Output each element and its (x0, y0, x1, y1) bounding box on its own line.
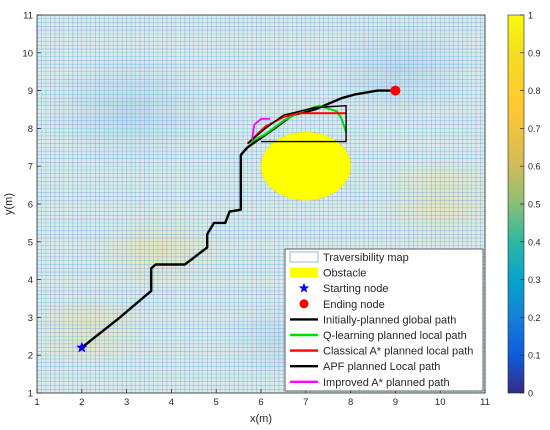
y-tick-label: 10 (22, 48, 33, 59)
colorbar-ticks: 0 0.1 0.2 0.3 0.4 0.5 0.6 0.7 0.8 0.9 1 (520, 11, 541, 399)
legend-label: Obstacle (323, 268, 366, 280)
obstacle-ellipse (260, 131, 351, 201)
colorbar-tick-label: 0.5 (528, 200, 541, 210)
legend-swatch-traversibility (289, 251, 319, 263)
colorbar-tick-label: 0.1 (528, 351, 541, 361)
x-tick-label: 4 (169, 397, 174, 408)
y-tick-label: 3 (28, 313, 33, 324)
x-tick-label: 9 (393, 397, 398, 408)
legend-label: Starting node (323, 283, 388, 295)
colorbar-tick-label: 0.8 (528, 86, 541, 96)
legend-label: APF planned Local path (323, 361, 440, 373)
legend-label: Traversibility map (323, 252, 409, 264)
x-tick-label: 2 (79, 397, 84, 408)
x-tick-label: 11 (480, 397, 490, 408)
ending-node-dot (390, 85, 401, 96)
y-axis-label: y(m) (3, 193, 15, 215)
colorbar-tick-label: 0.6 (528, 162, 541, 172)
starting-node-star (76, 341, 88, 353)
colorbar-tick-label: 0.2 (528, 313, 541, 323)
legend: Traversibility map Obstacle Starting node E… (284, 248, 484, 392)
x-tick-label: 3 (124, 397, 129, 408)
y-tick-label: 5 (28, 237, 33, 248)
x-tick-label: 1 (34, 397, 39, 408)
y-tick-label: 1 (28, 389, 33, 400)
x-axis-label: x(m) (250, 413, 272, 425)
y-tick-label: 8 (28, 124, 33, 135)
x-tick-label: 10 (435, 397, 446, 408)
legend-star-marker (298, 282, 310, 293)
colorbar-tick-label: 0 (528, 389, 533, 399)
legend-label: Improved A* planned path (323, 377, 450, 389)
x-tick-label: 5 (214, 397, 219, 408)
x-tick-label: 7 (303, 397, 308, 408)
legend-label: Classical A* planned local path (323, 346, 473, 358)
y-tick-label: 6 (28, 200, 33, 211)
series-line-3 (246, 112, 347, 145)
y-tick-label: 9 (28, 86, 33, 97)
colorbar-tick-label: 0.4 (528, 237, 541, 247)
legend-label: Q-learning planned local path (323, 330, 467, 342)
y-tick-label: 11 (23, 11, 33, 22)
colorbar-tick-label: 1 (528, 11, 533, 21)
y-tick-label: 7 (28, 162, 33, 173)
x-axis-ticks: 1 2 3 4 5 6 7 8 9 10 11 (34, 389, 490, 408)
legend-swatch-obstacle (290, 267, 318, 278)
y-axis-ticks: 1 2 3 4 5 6 7 8 9 10 11 (22, 11, 41, 400)
legend-label: Ending node (323, 299, 385, 311)
colorbar-tick-label: 0.3 (528, 275, 541, 285)
series-line-1 (81, 89, 396, 349)
y-tick-label: 4 (28, 275, 33, 286)
colorbar-tick-label: 0.9 (528, 48, 541, 58)
legend-label: Initially-planned global path (323, 314, 456, 326)
series-line-5 (251, 118, 270, 140)
colorbar-tick-label: 0.7 (528, 124, 541, 134)
path-series (81, 89, 396, 349)
y-tick-label: 2 (28, 351, 33, 362)
series-line-4 (247, 105, 347, 145)
x-tick-label: 8 (348, 397, 353, 408)
legend-dot-marker (299, 299, 309, 309)
x-tick-label: 6 (258, 397, 263, 408)
